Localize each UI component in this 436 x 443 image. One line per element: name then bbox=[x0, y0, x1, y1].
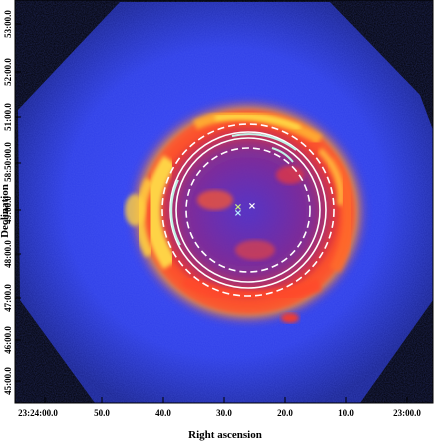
arc-highlights bbox=[170, 133, 297, 246]
x-tick-labels: 23:24:00.0 50.0 40.0 30.0 20.0 10.0 23:0… bbox=[18, 408, 421, 418]
annulus-mid-solid bbox=[175, 137, 321, 283]
x-tick-label: 20.0 bbox=[277, 408, 293, 418]
annulus-outer-solid bbox=[169, 131, 327, 289]
y-tick-label: 51:00.0 bbox=[3, 103, 13, 131]
y-tick-label: 48:00.0 bbox=[3, 240, 13, 268]
y-tick-label: 47:00.0 bbox=[3, 284, 13, 312]
arc-highlight-north bbox=[231, 133, 297, 151]
y-tick-label: 45:00.0 bbox=[3, 367, 13, 395]
remnant-emission bbox=[125, 100, 366, 324]
annulus-regions bbox=[161, 123, 335, 297]
x-tick-label: 30.0 bbox=[216, 408, 232, 418]
annulus-outer-dashed bbox=[161, 123, 335, 297]
y-tick-labels: 45:00.0 46:00.0 47:00.0 48:00.0 49:00.0 … bbox=[3, 10, 13, 395]
y-ticks bbox=[15, 23, 21, 382]
x-tick-label: 23:24:00.0 bbox=[18, 408, 58, 418]
x-ticks bbox=[44, 397, 408, 403]
arc-highlight-west bbox=[170, 179, 181, 246]
x-tick-label: 10.0 bbox=[338, 408, 354, 418]
x-tick-label: 50.0 bbox=[94, 408, 110, 418]
x-axis-label: Right ascension bbox=[188, 429, 262, 441]
cross-marker-green: × bbox=[234, 202, 242, 213]
cross-marker-cyan: × bbox=[234, 208, 242, 219]
x-tick-label: 40.0 bbox=[155, 408, 171, 418]
cross-marker-white: × bbox=[248, 201, 256, 212]
y-tick-label: 58:50:00.0 bbox=[3, 142, 13, 182]
y-tick-label: 49:00.0 bbox=[3, 196, 13, 224]
y-axis-label-wrapper: Declination bbox=[0, 166, 11, 256]
arc-highlight-northeast bbox=[271, 147, 294, 163]
y-tick-label: 46:00.0 bbox=[3, 326, 13, 354]
y-tick-label: 53:00.0 bbox=[3, 10, 13, 38]
center-markers: × × × bbox=[234, 201, 256, 219]
x-tick-label: 23:00.0 bbox=[393, 408, 421, 418]
y-axis-label-text: Declination bbox=[0, 184, 11, 238]
y-tick-label: 52:00.0 bbox=[3, 58, 13, 86]
annulus-inner-dashed bbox=[185, 147, 311, 273]
